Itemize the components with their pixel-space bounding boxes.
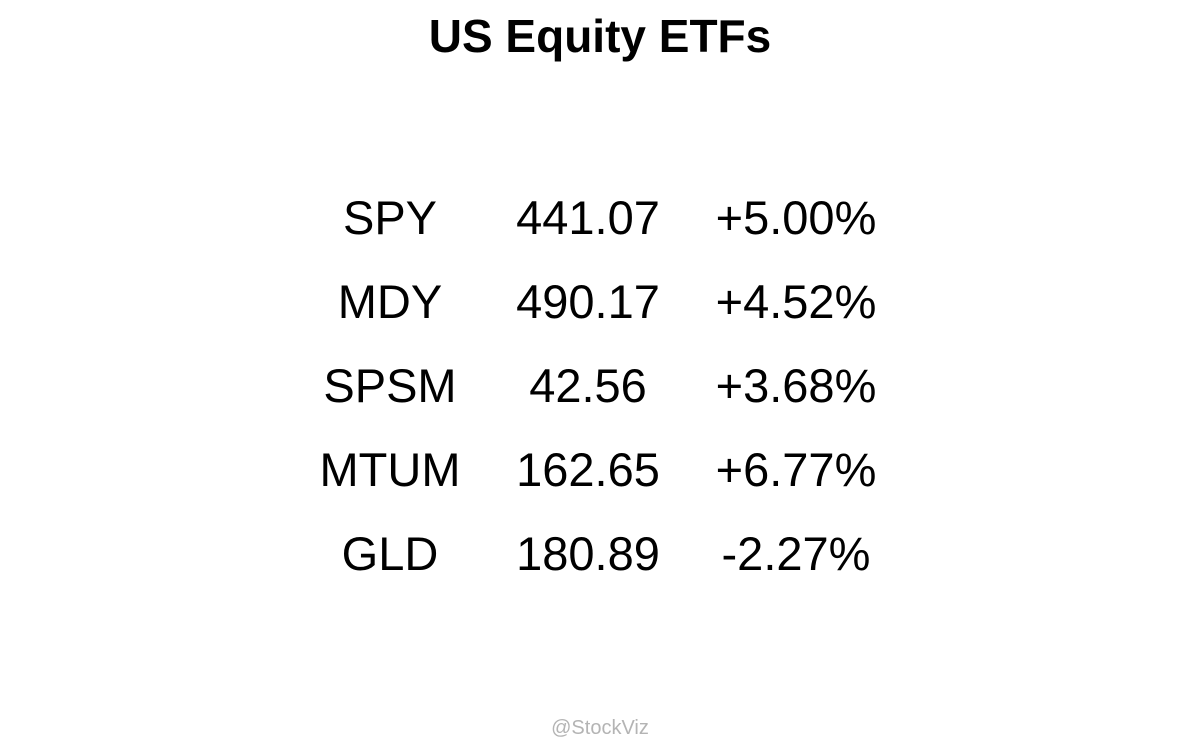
ticker-symbol: SPSM xyxy=(323,359,457,412)
ticker-symbol: SPY xyxy=(342,191,438,244)
chart-title: US Equity ETFs xyxy=(428,10,772,62)
ticker-symbol: GLD xyxy=(341,527,439,580)
price-value: 180.89 xyxy=(516,527,660,580)
price-value: 162.65 xyxy=(516,443,660,496)
percent-change: +5.00% xyxy=(715,191,877,244)
percent-change: +3.68% xyxy=(715,359,877,412)
ticker-symbol: MTUM xyxy=(319,443,461,496)
price-value: 490.17 xyxy=(516,275,660,328)
table-row: GLD 180.89 -2.27% xyxy=(0,512,1200,596)
ticker-symbol: MDY xyxy=(337,275,443,328)
table-row: SPSM 42.56 +3.68% xyxy=(0,344,1200,428)
price-value: 441.07 xyxy=(516,191,660,244)
table-row: MTUM 162.65 +6.77% xyxy=(0,428,1200,512)
percent-change: +6.77% xyxy=(715,443,877,496)
table-row: MDY 490.17 +4.52% xyxy=(0,260,1200,344)
percent-change: -2.27% xyxy=(721,527,871,580)
credit-watermark: @StockViz xyxy=(551,717,649,739)
percent-change: +4.52% xyxy=(715,275,877,328)
table-row: SPY 441.07 +5.00% xyxy=(0,176,1200,260)
price-value: 42.56 xyxy=(529,359,647,412)
